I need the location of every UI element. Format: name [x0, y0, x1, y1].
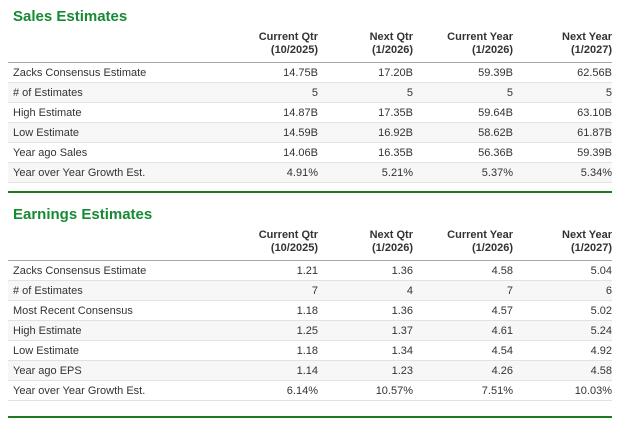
header-current-year: Current Year (1/2026) — [413, 226, 513, 261]
cell-value: 1.14 — [223, 360, 318, 381]
row-label: Year over Year Growth Est. — [8, 162, 223, 183]
table-row: # of Estimates 5 5 5 5 — [8, 82, 612, 103]
row-label: Year ago Sales — [8, 142, 223, 163]
row-label: # of Estimates — [8, 82, 223, 103]
earnings-header-row: Current Qtr (10/2025) Next Qtr (1/2026) … — [8, 226, 612, 261]
row-label: Zacks Consensus Estimate — [8, 62, 223, 83]
table-row: Year ago Sales 14.06B 16.35B 56.36B 59.39B — [8, 142, 612, 163]
header-empty-cell — [8, 28, 223, 63]
header-next-year: Next Year (1/2027) — [513, 28, 612, 63]
header-current-year: Current Year (1/2026) — [413, 28, 513, 63]
cell-value: 59.64B — [413, 102, 513, 123]
table-row: Zacks Consensus Estimate 1.21 1.36 4.58 5.04 — [8, 260, 612, 281]
cell-value: 5.04 — [513, 260, 612, 281]
cell-value: 5 — [413, 82, 513, 103]
cell-value: 1.23 — [318, 360, 413, 381]
cell-value: 14.75B — [223, 62, 318, 83]
header-next-qtr: Next Qtr (1/2026) — [318, 226, 413, 261]
row-label: Year over Year Growth Est. — [8, 380, 223, 401]
cell-value: 5.21% — [318, 162, 413, 183]
cell-value: 14.06B — [223, 142, 318, 163]
cell-value: 5 — [223, 82, 318, 103]
section-divider — [8, 191, 612, 193]
table-row: Most Recent Consensus 1.18 1.36 4.57 5.02 — [8, 300, 612, 321]
section-sales-estimates: Sales Estimates Current Qtr (10/2025) Ne… — [8, 0, 612, 183]
cell-value: 10.03% — [513, 380, 612, 401]
table-row: Low Estimate 1.18 1.34 4.54 4.92 — [8, 340, 612, 361]
sales-estimates-title: Sales Estimates — [13, 8, 128, 25]
cell-value: 1.25 — [223, 320, 318, 341]
cell-value: 16.92B — [318, 122, 413, 143]
cell-value: 4.26 — [413, 360, 513, 381]
cell-value: 14.59B — [223, 122, 318, 143]
cell-value: 5 — [513, 82, 612, 103]
cell-value: 17.35B — [318, 102, 413, 123]
cell-value: 1.21 — [223, 260, 318, 281]
cell-value: 4.58 — [513, 360, 612, 381]
row-label: Low Estimate — [8, 340, 223, 361]
earnings-estimates-table: Current Qtr (10/2025) Next Qtr (1/2026) … — [8, 226, 612, 401]
header-next-qtr: Next Qtr (1/2026) — [318, 28, 413, 63]
cell-value: 1.36 — [318, 300, 413, 321]
table-row: Zacks Consensus Estimate 14.75B 17.20B 59.3… — [8, 62, 612, 83]
cell-value: 1.18 — [223, 300, 318, 321]
row-label: Low Estimate — [8, 122, 223, 143]
cell-value: 63.10B — [513, 102, 612, 123]
cell-value: 61.87B — [513, 122, 612, 143]
cell-value: 10.57% — [318, 380, 413, 401]
cell-value: 5 — [318, 82, 413, 103]
row-label: Zacks Consensus Estimate — [8, 260, 223, 281]
table-row: Year over Year Growth Est. 4.91% 5.21% 5.37… — [8, 162, 612, 183]
section-earnings-estimates: Earnings Estimates Current Qtr (10/2025)… — [8, 193, 612, 401]
cell-value: 1.37 — [318, 320, 413, 341]
cell-value: 4.61 — [413, 320, 513, 341]
cell-value: 5.37% — [413, 162, 513, 183]
cell-value: 7 — [413, 280, 513, 301]
cell-value: 1.36 — [318, 260, 413, 281]
sales-estimates-table: Current Qtr (10/2025) Next Qtr (1/2026) … — [8, 28, 612, 183]
table-row: Low Estimate 14.59B 16.92B 58.62B 61.87B — [8, 122, 612, 143]
cell-value: 6.14% — [223, 380, 318, 401]
table-row: Year ago EPS 1.14 1.23 4.26 4.58 — [8, 360, 612, 381]
header-current-qtr: Current Qtr (10/2025) — [223, 226, 318, 261]
cell-value: 4 — [318, 280, 413, 301]
row-label: Year ago EPS — [8, 360, 223, 381]
table-row: High Estimate 14.87B 17.35B 59.64B 63.10B — [8, 102, 612, 123]
row-label: Most Recent Consensus — [8, 300, 223, 321]
header-current-qtr: Current Qtr (10/2025) — [223, 28, 318, 63]
header-empty-cell — [8, 226, 223, 261]
cell-value: 5.24 — [513, 320, 612, 341]
cell-value: 5.02 — [513, 300, 612, 321]
cell-value: 17.20B — [318, 62, 413, 83]
cell-value: 1.34 — [318, 340, 413, 361]
cell-value: 1.18 — [223, 340, 318, 361]
bottom-divider — [8, 416, 612, 418]
cell-value: 6 — [513, 280, 612, 301]
table-row: Year over Year Growth Est. 6.14% 10.57% 7.5… — [8, 380, 612, 401]
cell-value: 4.57 — [413, 300, 513, 321]
cell-value: 5.34% — [513, 162, 612, 183]
cell-value: 16.35B — [318, 142, 413, 163]
header-next-year: Next Year (1/2027) — [513, 226, 612, 261]
row-label: # of Estimates — [8, 280, 223, 301]
cell-value: 62.56B — [513, 62, 612, 83]
table-row: High Estimate 1.25 1.37 4.61 5.24 — [8, 320, 612, 341]
row-label: High Estimate — [8, 320, 223, 341]
cell-value: 58.62B — [413, 122, 513, 143]
cell-value: 7 — [223, 280, 318, 301]
cell-value: 4.54 — [413, 340, 513, 361]
cell-value: 4.91% — [223, 162, 318, 183]
cell-value: 59.39B — [513, 142, 612, 163]
cell-value: 14.87B — [223, 102, 318, 123]
table-row: # of Estimates 7 4 7 6 — [8, 280, 612, 301]
row-label: High Estimate — [8, 102, 223, 123]
cell-value: 4.92 — [513, 340, 612, 361]
cell-value: 59.39B — [413, 62, 513, 83]
sales-header-row: Current Qtr (10/2025) Next Qtr (1/2026) … — [8, 28, 612, 63]
cell-value: 56.36B — [413, 142, 513, 163]
cell-value: 7.51% — [413, 380, 513, 401]
earnings-estimates-title: Earnings Estimates — [13, 206, 153, 223]
cell-value: 4.58 — [413, 260, 513, 281]
